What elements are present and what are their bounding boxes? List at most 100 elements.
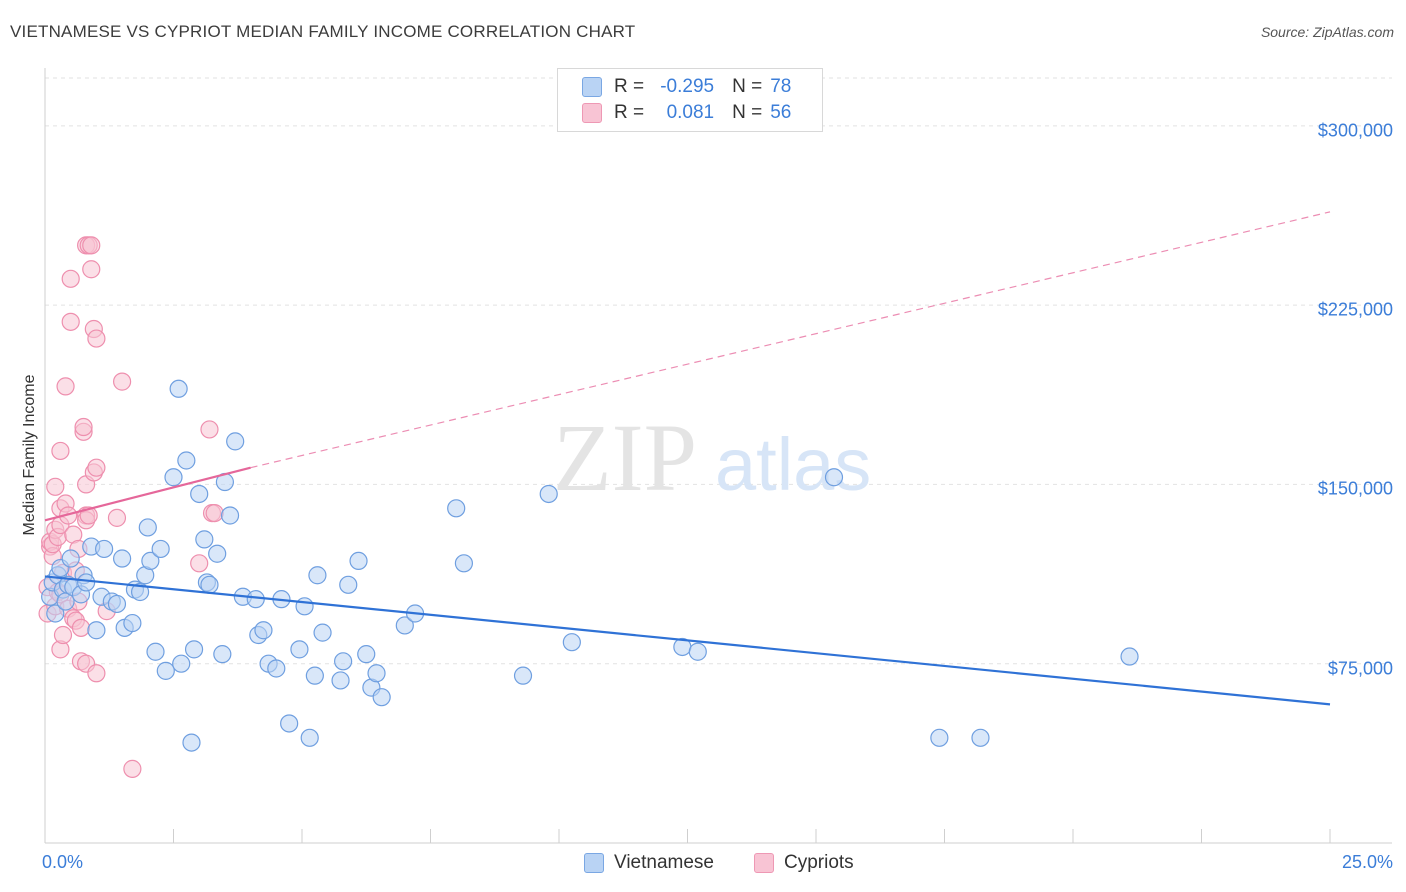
vietnamese-point-36 (190, 484, 209, 504)
vietnamese-point-60 (334, 652, 353, 671)
legend-item-cypriots[interactable]: Cypriots (754, 852, 854, 874)
cypriots-point-18 (56, 377, 75, 396)
vietnamese-point-57 (308, 566, 327, 585)
vietnamese-point-62 (349, 551, 368, 571)
n-label: N = (732, 102, 763, 123)
n-label: N = (732, 76, 763, 97)
vietnamese-point-27 (146, 642, 165, 661)
cypriots-point-23 (61, 312, 80, 331)
cypriots-point-55 (205, 503, 224, 523)
watermark-zip: ZIP (553, 404, 697, 511)
vietnamese-swatch (584, 853, 604, 873)
vietnamese-point-67 (395, 616, 414, 635)
vietnamese-point-56 (305, 666, 324, 685)
vietnamese-point-14 (87, 621, 106, 640)
vietnamese-point-23 (130, 582, 150, 602)
y-tick-label-1: $150,000 (1317, 478, 1393, 499)
vietnamese-point-30 (164, 468, 183, 487)
x-tick-max: 25.0% (1341, 852, 1393, 872)
legend-row-vietnamese: R = -0.295 N = 78 (582, 75, 791, 99)
vietnamese-point-40 (208, 544, 227, 563)
cypriots-point-45 (87, 458, 106, 477)
cypriots-swatch (582, 103, 602, 123)
correlation-legend: R = -0.295 N = 78 R = 0.081 N = 56 (557, 68, 823, 132)
chart-title: VIETNAMESE VS CYPRIOT MEDIAN FAMILY INCO… (10, 22, 636, 41)
watermark: ZIP atlas (553, 404, 871, 511)
y-tick-label-2: $225,000 (1317, 299, 1393, 320)
cypriots-point-47 (87, 329, 106, 348)
vietnamese-point-46 (246, 590, 265, 609)
vietnamese-point-43 (220, 506, 240, 525)
vietnamese-point-8 (61, 549, 80, 568)
vietnamese-point-37 (195, 530, 214, 549)
vietnamese-swatch (582, 77, 602, 97)
vietnamese-point-25 (138, 518, 157, 537)
cypriots-point-17 (53, 625, 73, 645)
series-legend: Vietnamese Cypriots (0, 852, 1406, 878)
vietnamese-point-66 (372, 688, 391, 707)
legend-label-vietnamese: Vietnamese (614, 852, 714, 873)
n-value: 78 (770, 76, 792, 97)
x-tick-min: 0.0% (42, 852, 84, 872)
r-value: 0.081 (666, 102, 715, 123)
vietnamese-points (41, 379, 1139, 752)
vietnamese-point-76 (824, 468, 844, 487)
legend-item-vietnamese[interactable]: Vietnamese (584, 852, 714, 874)
vietnamese-point-18 (107, 594, 127, 614)
vietnamese-point-44 (226, 432, 245, 451)
legend-row-cypriots: R = 0.081 N = 56 (582, 101, 791, 125)
r-label: R = (614, 76, 645, 97)
vietnamese-point-28 (151, 539, 170, 559)
axes (44, 68, 1392, 844)
cypriots-trend-line (44, 466, 251, 522)
vietnamese-point-2 (46, 604, 65, 623)
cypriots-point-15 (51, 441, 70, 461)
watermark-atlas: atlas (715, 423, 871, 506)
vietnamese-point-39 (200, 575, 219, 594)
vietnamese-point-32 (172, 654, 191, 673)
vietnamese-point-34 (182, 733, 201, 752)
cypriots-points (38, 236, 224, 778)
vietnamese-point-31 (169, 379, 188, 398)
vietnamese-point-35 (184, 640, 204, 659)
vietnamese-point-78 (971, 728, 990, 747)
vietnamese-point-72 (539, 484, 558, 504)
vietnamese-point-71 (513, 666, 533, 685)
cypriots-point-52 (190, 554, 209, 573)
vietnamese-point-16 (95, 539, 114, 559)
source-label: Source: ZipAtlas.com (1260, 24, 1394, 40)
vietnamese-point-48 (254, 621, 273, 640)
cypriots-point-42 (82, 236, 101, 255)
vietnamese-point-61 (339, 575, 358, 594)
vietnamese-point-41 (213, 645, 232, 664)
cypriots-swatch (754, 853, 774, 873)
legend-label-cypriots: Cypriots (784, 852, 854, 873)
cypriots-point-41 (82, 260, 101, 279)
n-value: 56 (770, 102, 792, 123)
vietnamese-point-63 (357, 645, 376, 664)
vietnamese-point-33 (177, 451, 196, 470)
vietnamese-point-77 (930, 728, 949, 747)
vietnamese-point-54 (295, 597, 314, 616)
r-value: -0.295 (660, 76, 715, 97)
vietnamese-point-12 (77, 573, 96, 592)
vietnamese-trend-line (44, 575, 1331, 706)
vietnamese-point-29 (156, 661, 175, 680)
cypriots-point-30 (71, 618, 91, 637)
vietnamese-point-55 (300, 728, 319, 747)
cypriots-trend-extension (250, 211, 1331, 469)
r-label: R = (614, 102, 645, 123)
y-tick-label-3: $300,000 (1317, 120, 1393, 141)
vietnamese-point-19 (112, 549, 132, 568)
trend-lines (44, 211, 1331, 706)
cypriots-point-49 (107, 508, 127, 527)
vietnamese-point-73 (562, 633, 581, 652)
cypriots-point-22 (61, 269, 80, 288)
vietnamese-point-52 (280, 714, 299, 733)
vietnamese-point-79 (1120, 647, 1139, 666)
cypriots-point-33 (74, 417, 93, 437)
cypriots-point-50 (112, 372, 132, 391)
cypriots-point-51 (123, 759, 142, 778)
y-tick-label-0: $75,000 (1327, 658, 1393, 679)
